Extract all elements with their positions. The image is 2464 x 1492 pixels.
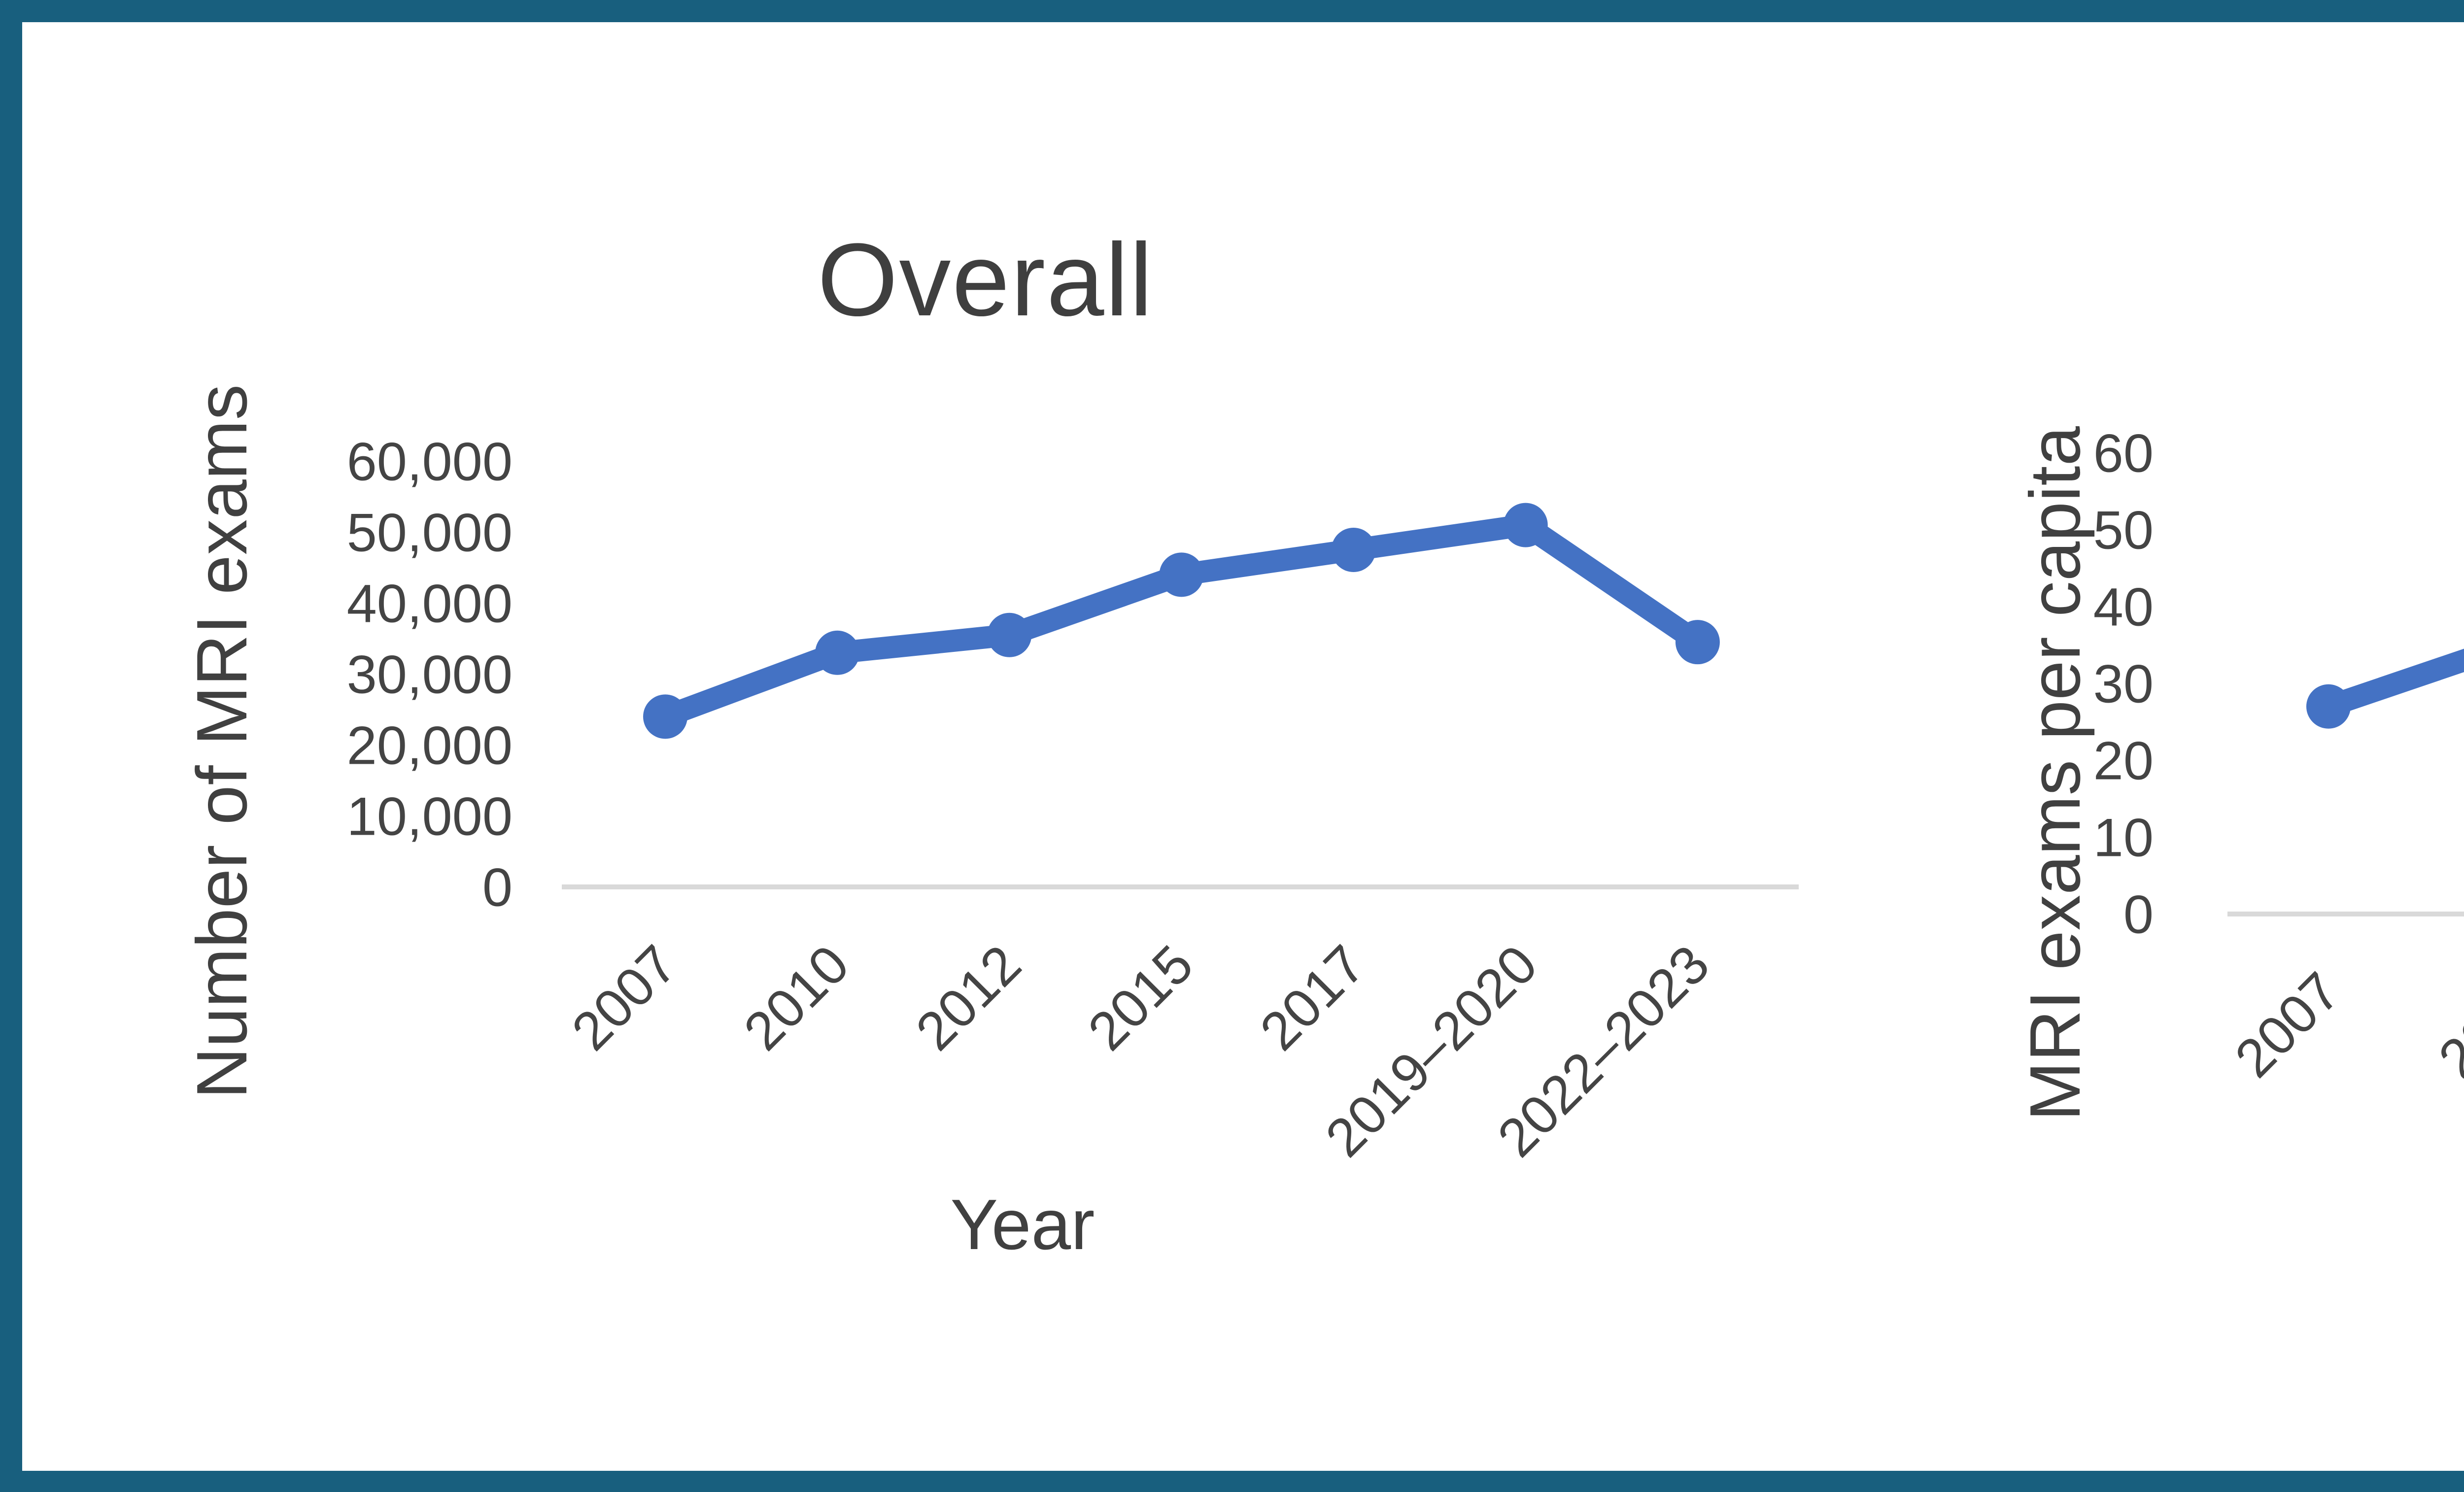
data-point <box>1331 527 1376 572</box>
y-axis-tick-label: 20 <box>2093 730 2154 791</box>
x-axis-tick-label: 2007 <box>560 934 688 1062</box>
chart-title-overall: Overall <box>817 222 1154 338</box>
data-point <box>2306 684 2351 729</box>
y-axis-tick-label: 20,000 <box>347 715 513 776</box>
y-axis-tick-label: 10 <box>2093 807 2154 868</box>
y-axis-tick-label: 50,000 <box>347 502 513 563</box>
per-capita-line-chart: 0102030405060200720102012201520172019–20… <box>2093 423 2464 1089</box>
y-axis-tick-label: 40,000 <box>347 573 513 634</box>
data-series-line <box>2317 648 2464 718</box>
y-axis-tick-label: 0 <box>2123 884 2154 945</box>
x-axis-tick-label: 2017 <box>1249 934 1377 1062</box>
data-point <box>987 612 1032 657</box>
y-axis-tick-label: 60,000 <box>347 431 513 492</box>
y-axis-tick-label: 0 <box>482 857 513 917</box>
x-axis-tick-label: 2012 <box>904 934 1032 1062</box>
x-axis-tick-label: 2010 <box>2427 961 2464 1089</box>
x-axis-tick-label: 2010 <box>732 934 860 1062</box>
data-point <box>643 694 688 739</box>
y-axis-tick-label: 30 <box>2093 653 2154 714</box>
data-point <box>1503 503 1548 547</box>
y-axis-title-overall: Number of MRI exams <box>185 384 264 1099</box>
overall-line-chart: 0 10,000 20,000 30,000 40,000 50,000 60,000 200… <box>347 431 1799 1168</box>
data-point <box>1159 552 1204 597</box>
data-point <box>1675 620 1720 665</box>
x-axis-title-overall: Year <box>950 1187 1095 1266</box>
x-axis-tick-label: 2007 <box>2224 961 2352 1089</box>
chart-title-per-capita: Per capita <box>2388 227 2464 340</box>
y-axis-tick-label: 50 <box>2093 500 2154 560</box>
data-point <box>815 630 860 675</box>
x-axis-tick-label: 2015 <box>1076 934 1204 1062</box>
y-axis-tick-label: 30,000 <box>347 644 513 705</box>
y-axis-tick-label: 40 <box>2093 576 2154 637</box>
y-axis-title-per-capita: MRI exams per capita <box>2018 426 2097 1121</box>
y-axis-tick-label: 60 <box>2093 423 2154 483</box>
y-axis-tick-label: 10,000 <box>347 786 513 847</box>
